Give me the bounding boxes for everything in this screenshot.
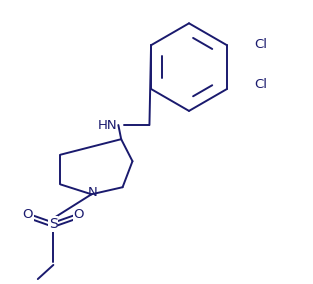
Text: Cl: Cl bbox=[254, 78, 267, 91]
Text: Cl: Cl bbox=[254, 38, 267, 51]
Text: O: O bbox=[23, 208, 33, 221]
Text: O: O bbox=[74, 208, 84, 221]
Text: N: N bbox=[88, 186, 98, 199]
Text: S: S bbox=[49, 217, 58, 231]
Text: HN: HN bbox=[97, 118, 117, 131]
